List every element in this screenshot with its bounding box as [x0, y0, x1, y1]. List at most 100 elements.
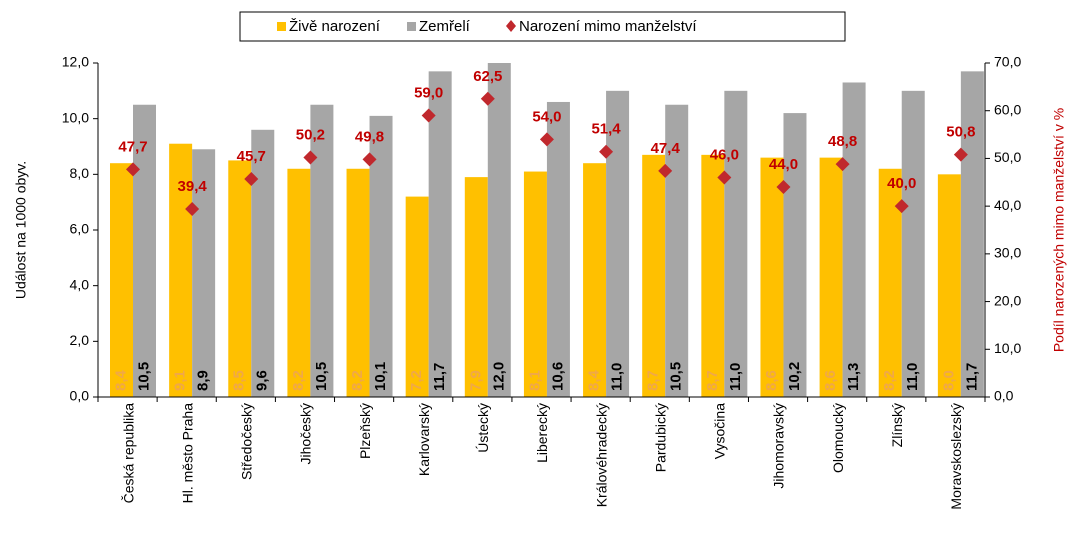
marker: [126, 162, 140, 177]
bar-value-label: 8,1: [526, 370, 543, 391]
y2-tick-label: 20,0: [994, 292, 1021, 308]
x-tick-label: Vysočina: [712, 403, 728, 460]
point-value-label: 51,4: [591, 121, 621, 138]
marker: [480, 91, 495, 106]
bar-value-label: 10,2: [786, 362, 803, 391]
bar-value-label: 10,6: [549, 362, 566, 391]
y2-axis-title: Podíl narozených mimo manželství v %: [1051, 108, 1067, 352]
y-tick-label: 10,0: [62, 109, 89, 125]
bar: [228, 160, 252, 397]
bar-value-label: 7,9: [467, 370, 484, 391]
legend-label: Narození mimo manželství: [519, 18, 697, 35]
marker: [599, 144, 614, 159]
y2-tick-label: 50,0: [994, 149, 1021, 165]
marker: [953, 147, 968, 162]
bar: [642, 154, 666, 397]
bar: [901, 90, 925, 397]
x-tick-label: Jihomoravský: [771, 403, 787, 489]
y-tick-label: 8,0: [70, 165, 90, 181]
bar-value-label: 11,0: [727, 363, 744, 391]
bar: [133, 104, 156, 397]
point-value-label: 54,0: [532, 108, 561, 125]
bar-value-label: 7,2: [408, 370, 425, 391]
bar-value-label: 8,2: [881, 370, 898, 391]
bar-value-label: 10,5: [135, 362, 152, 391]
legend-box: [239, 11, 846, 42]
point-value-label: 50,2: [296, 126, 325, 143]
y2-tick-label: 0,0: [994, 388, 1014, 404]
x-tick-label: Liberecký: [534, 403, 550, 463]
bar: [523, 171, 547, 397]
legend-label: Zemřelí: [419, 18, 471, 35]
y2-tick-label: 30,0: [994, 245, 1021, 261]
bar-value-label: 8,7: [704, 370, 721, 391]
x-tick-label: Královéhradecký: [593, 403, 609, 507]
bar: [546, 101, 570, 397]
x-tick-label: Jihočeský: [298, 403, 314, 464]
bar: [842, 82, 866, 397]
y2-tick-label: 40,0: [994, 197, 1021, 213]
bar: [346, 168, 370, 397]
bar: [819, 157, 843, 397]
x-tick-label: Hl. město Praha: [179, 403, 195, 504]
legend-marker: [277, 22, 286, 31]
x-tick-label: Ústecký: [475, 403, 491, 453]
bar-value-label: 8,2: [290, 370, 307, 391]
bar-value-label: 11,0: [609, 363, 626, 391]
bar: [169, 143, 193, 397]
bar-value-label: 10,5: [313, 362, 330, 391]
bar-value-label: 10,1: [372, 362, 389, 391]
x-tick-label: Česká republika: [120, 403, 136, 504]
bar-value-label: 8,2: [349, 370, 366, 391]
point-value-label: 39,4: [178, 178, 208, 195]
marker: [776, 180, 791, 195]
x-tick-label: Moravskoslezský: [948, 403, 964, 510]
marker: [362, 152, 377, 167]
bar: [428, 71, 452, 397]
y-tick-label: 4,0: [70, 276, 90, 292]
marker: [303, 150, 318, 165]
point-value-label: 46,0: [710, 146, 739, 163]
bar: [783, 113, 807, 397]
legend-marker: [506, 20, 516, 32]
point-value-label: 44,0: [769, 156, 798, 173]
bar: [251, 129, 275, 398]
point-value-label: 47,4: [651, 140, 681, 157]
point-value-label: 40,0: [887, 175, 916, 192]
bar: [287, 168, 311, 397]
point-value-label: 48,8: [828, 133, 857, 150]
bar: [606, 90, 630, 397]
bar-value-label: 9,1: [172, 370, 189, 391]
bar-value-label: 11,7: [963, 363, 980, 391]
bar: [960, 71, 984, 397]
bar-value-label: 10,5: [668, 362, 685, 391]
point-value-label: 45,7: [237, 148, 266, 165]
marker: [894, 199, 909, 214]
bar: [487, 63, 511, 397]
y-axis-title: Událost na 1000 obyv.: [13, 161, 29, 299]
legend-label: Živě narození: [289, 18, 381, 35]
marker: [185, 202, 200, 217]
x-tick-label: Pardubický: [652, 403, 668, 472]
bar: [665, 104, 689, 397]
y-tick-label: 12,0: [62, 54, 89, 70]
bar-value-label: 8,6: [763, 370, 780, 391]
y-tick-label: 0,0: [70, 388, 90, 404]
bar: [760, 157, 784, 397]
marker: [658, 163, 673, 178]
bar-value-label: 12,0: [490, 362, 507, 391]
x-tick-label: Plzeňský: [357, 403, 373, 459]
bar: [464, 177, 488, 397]
bar: [192, 149, 216, 397]
y2-tick-label: 10,0: [994, 340, 1021, 356]
bar: [878, 168, 902, 397]
bar-value-label: 8,7: [645, 370, 662, 391]
y-tick-label: 2,0: [70, 332, 90, 348]
legend-marker: [407, 22, 416, 31]
y-tick-label: 6,0: [70, 221, 90, 237]
bar: [724, 90, 748, 397]
bar-value-label: 11,3: [845, 363, 862, 391]
y2-tick-label: 60,0: [994, 101, 1021, 117]
point-value-label: 62,5: [473, 68, 502, 85]
